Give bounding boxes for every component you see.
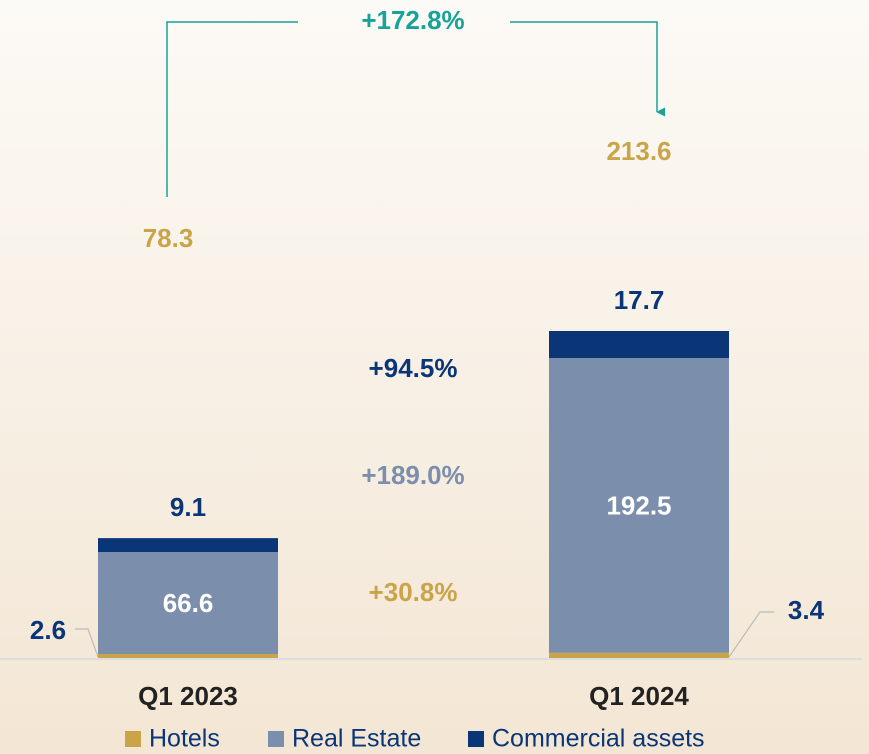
- legend-label: Commercial assets: [492, 725, 705, 753]
- bar-segment: [549, 652, 729, 658]
- growth-annotation: +94.5%: [369, 353, 458, 383]
- bar-segment: [98, 538, 278, 553]
- legend-swatch: [125, 731, 141, 747]
- bar-segment: [549, 358, 729, 653]
- growth-annotation: +30.8%: [369, 577, 458, 607]
- data-label: 17.7: [614, 285, 665, 315]
- total-label: 213.6: [606, 136, 671, 166]
- bar-segment: [98, 552, 278, 655]
- bar-segment: [98, 654, 278, 658]
- x-tick-label: Q1 2024: [589, 681, 689, 711]
- legend-swatch: [468, 731, 484, 747]
- leader-line: [75, 628, 99, 658]
- data-label: 9.1: [170, 492, 206, 522]
- growth-connector: [166, 21, 298, 197]
- x-tick-label: Q1 2023: [138, 681, 238, 711]
- data-label: 66.6: [163, 588, 214, 618]
- growth-annotation: +172.8%: [361, 5, 464, 35]
- bar-segment: [549, 331, 729, 359]
- data-label: 192.5: [606, 490, 671, 520]
- growth-arrow: [510, 21, 666, 117]
- data-label: 2.6: [30, 615, 66, 645]
- legend-label: Hotels: [149, 725, 220, 753]
- growth-annotation: +189.0%: [361, 460, 464, 490]
- legend-label: Real Estate: [292, 725, 421, 753]
- leader-line: [728, 611, 774, 658]
- total-label: 78.3: [143, 223, 194, 253]
- legend-swatch: [268, 731, 284, 747]
- data-label: 3.4: [788, 595, 825, 625]
